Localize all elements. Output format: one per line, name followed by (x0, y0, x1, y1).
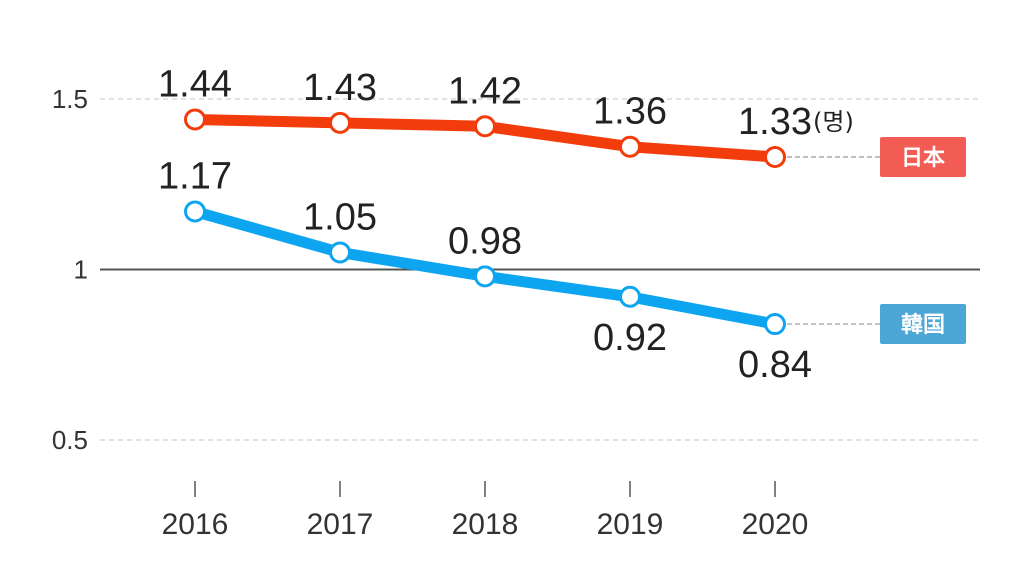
data-point (474, 265, 496, 288)
data-label: 1.43 (303, 67, 377, 109)
data-label: 0.98 (448, 220, 522, 262)
series-japan: 1.44 1.43 1.42 1.36 1.33 (명) (158, 63, 880, 168)
y-tick-label: 1.5 (52, 84, 88, 114)
data-label: 1.33 (738, 101, 812, 143)
data-label: 0.84 (738, 344, 812, 386)
legend-box (880, 136, 966, 177)
series-korea: 1.17 1.05 0.98 0.92 0.84 (158, 156, 880, 386)
data-label: 1.05 (303, 196, 377, 238)
data-point (329, 111, 351, 134)
data-point (764, 313, 786, 336)
y-tick-label: 0.5 (52, 425, 88, 455)
data-point (764, 145, 786, 168)
x-tick-label: 2018 (452, 508, 519, 541)
y-tick-label: 1 (74, 255, 88, 285)
data-point (329, 241, 351, 264)
legend-box (880, 304, 966, 345)
data-point (619, 285, 641, 308)
series-layer: 1.44 1.43 1.42 1.36 1.33 (명) 1.17 1.05 0.98 0.92 0… (158, 63, 880, 386)
legend-item-japan: 日本 (880, 136, 966, 177)
data-point (184, 108, 206, 131)
x-tick-label: 2020 (742, 508, 809, 541)
data-label: 1.42 (448, 70, 522, 112)
data-label: 1.36 (593, 91, 667, 133)
x-tick-label: 2016 (162, 508, 229, 541)
data-label: 1.17 (158, 156, 232, 198)
grid-layer (100, 98, 980, 441)
data-point (619, 135, 641, 158)
data-label: 1.44 (158, 63, 232, 105)
x-tick-label: 2019 (597, 508, 664, 541)
y-axis: 0.5 1 1.5 (52, 84, 88, 455)
unit-label: (명) (813, 108, 854, 136)
x-tick-label: 2017 (307, 508, 374, 541)
legend-label: 日本 (901, 146, 945, 171)
data-point (474, 115, 496, 138)
data-label: 0.92 (593, 317, 667, 359)
legend-item-korea: 韓国 (880, 304, 966, 345)
data-point (184, 200, 206, 223)
x-axis: 2016 2017 2018 2019 2020 (162, 481, 809, 541)
legend-label: 韓国 (901, 312, 945, 338)
